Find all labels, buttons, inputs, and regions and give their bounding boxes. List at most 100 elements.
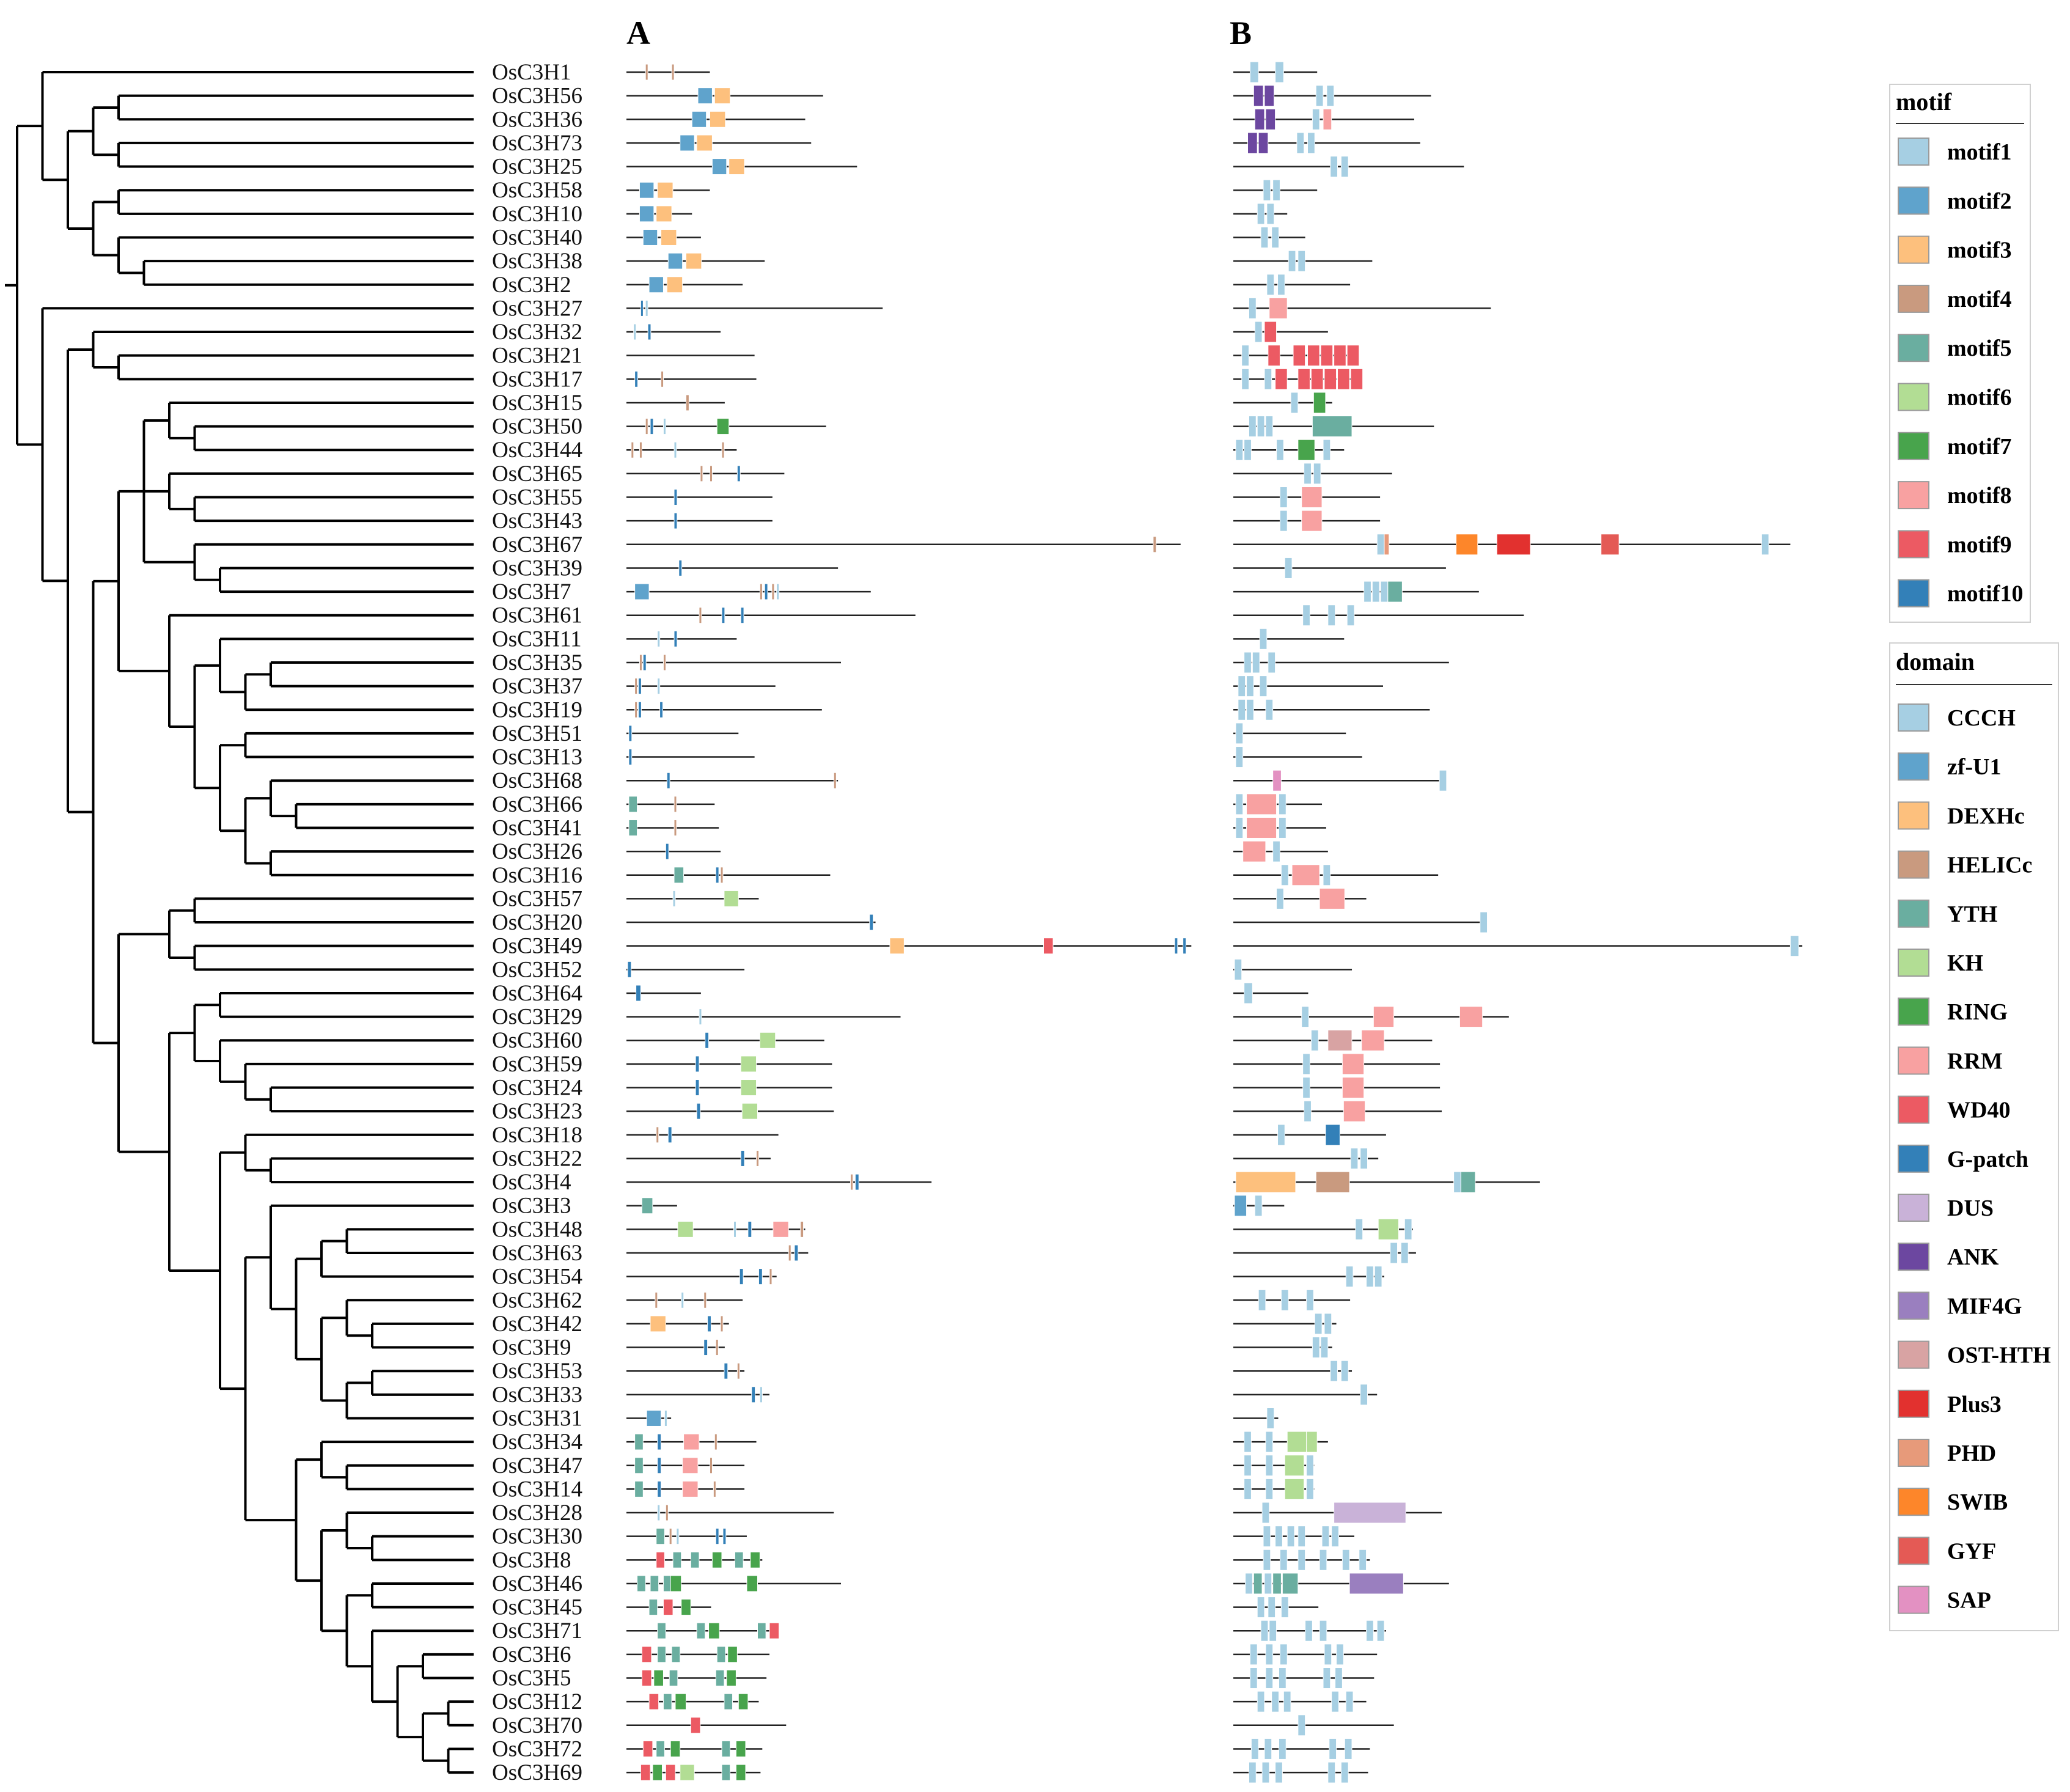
gene-label: OsC3H27 (492, 296, 582, 321)
domain-box-CCCH (1257, 203, 1265, 225)
motif-box-m5 (656, 1740, 665, 1757)
domain-box-CCCH (1323, 439, 1331, 461)
domain-box-CCCH (1290, 392, 1299, 414)
gene-label: OsC3H62 (492, 1288, 582, 1313)
domain-box-YTH (1253, 1573, 1263, 1595)
motif-box-m2 (697, 87, 713, 105)
gene-label: OsC3H36 (492, 107, 582, 132)
domain-box-CCCH (1246, 675, 1254, 697)
domain-box-CCCH (1297, 1526, 1306, 1548)
legend-swatch-OSTHTH (1898, 1340, 1929, 1369)
domain-box-WD40 (1334, 345, 1346, 367)
gene-label: OsC3H50 (492, 414, 582, 439)
motif-box-m6 (741, 1103, 758, 1120)
motif-box-m1 (699, 1008, 702, 1026)
gene-label: OsC3H52 (492, 957, 582, 982)
motif-box-m7 (738, 1693, 749, 1710)
gene-label: OsC3H14 (492, 1477, 582, 1502)
domain-box-CCCH (1271, 226, 1279, 248)
domain-box-CCCH (1307, 132, 1315, 154)
motif-box-m9 (769, 1622, 780, 1639)
domain-box-CCCH (1280, 864, 1289, 886)
domain-box-CCCH (1265, 1643, 1274, 1665)
domain-box-CCCH (1252, 652, 1260, 674)
gene-label: OsC3H39 (492, 556, 582, 581)
domain-box-CCCH (1380, 581, 1389, 603)
motif-box-m8 (682, 1480, 699, 1497)
domain-box-CCCH (1261, 1761, 1270, 1783)
domain-box-CCCH (1761, 534, 1769, 556)
legend-swatch-m9 (1898, 530, 1929, 559)
motif-box-m10 (673, 630, 678, 647)
domain-box-RRM (1341, 1077, 1365, 1099)
gene-label: OsC3H63 (492, 1241, 582, 1266)
domain-box-CCCH (1313, 463, 1321, 485)
motif-box-m7 (735, 1764, 746, 1781)
gene-label: OsC3H11 (492, 626, 582, 652)
domain-box-CCCH (1400, 1242, 1409, 1264)
motif-box-m6 (677, 1221, 694, 1238)
domain-box-RRM (1459, 1006, 1483, 1028)
motif-box-m5 (628, 796, 638, 813)
domain-box-CCCH (1278, 793, 1286, 815)
motif-box-m2 (639, 182, 655, 199)
motif-box-m2 (642, 229, 658, 246)
motif-box-m10 (657, 1433, 662, 1450)
motif-box-m4 (673, 819, 677, 836)
gene-label: OsC3H64 (492, 981, 582, 1006)
domain-box-YTH (1282, 1573, 1299, 1595)
domain-box-CCCH (1275, 1761, 1283, 1783)
domain-box-CCCH (1366, 1620, 1374, 1642)
gene-label: OsC3H26 (492, 839, 582, 864)
motif-box-m4 (714, 1433, 718, 1450)
legend-swatch-m10 (1898, 579, 1929, 608)
gene-label: OsC3H43 (492, 509, 582, 534)
domain-box-CCCH (1235, 439, 1244, 461)
motif-box-m5 (650, 1575, 659, 1592)
gene-label: OsC3H73 (492, 131, 582, 156)
domain-box-CCCH (1345, 1266, 1354, 1288)
motif-box-m9 (642, 1740, 653, 1757)
domain-box-CCCH (1234, 958, 1242, 980)
motif-box-m10 (703, 1339, 708, 1356)
motif-box-m4 (710, 465, 713, 482)
motif-box-m4 (715, 1339, 719, 1356)
legend-label: ANK (1947, 1244, 1999, 1270)
motif-box-m10 (739, 1268, 744, 1285)
domain-box-CCCH (1249, 61, 1259, 83)
gene-label: OsC3H34 (492, 1430, 582, 1455)
domain-box-YTH (1460, 1171, 1476, 1193)
motif-box-m10 (695, 1056, 700, 1073)
domain-box-CCCH (1272, 179, 1280, 201)
gene-label: OsC3H31 (492, 1406, 582, 1431)
domain-box-Gpatch (1325, 1124, 1340, 1146)
domain-box-CCCH (1306, 1289, 1314, 1311)
gene-label: OsC3H10 (492, 202, 582, 227)
legend-label: OST-HTH (1947, 1343, 2051, 1368)
domain-box-CCCH (1244, 1455, 1252, 1477)
gene-label: OsC3H66 (492, 792, 582, 817)
domain-box-CCCH (1360, 1384, 1368, 1406)
motif-box-m10 (724, 1362, 729, 1379)
motif-box-m3 (710, 111, 726, 128)
gene-label: OsC3H24 (492, 1076, 582, 1101)
domain-box-OSTHTH (1327, 1029, 1352, 1051)
domain-box-CCCH (1265, 1478, 1274, 1500)
motif-box-m10 (628, 749, 633, 766)
domain-box-CCCH (1324, 1643, 1332, 1665)
domain-box-WD40 (1293, 345, 1306, 367)
domain-box-WD40 (1320, 345, 1334, 367)
motif-box-m4 (669, 1528, 672, 1545)
motif-box-m9 (641, 1646, 652, 1663)
motif-box-m5 (628, 819, 638, 836)
domain-box-RRM (1319, 887, 1345, 909)
motif-box-m10 (869, 914, 874, 931)
motif-box-m4 (699, 607, 702, 624)
motif-box-m1 (673, 441, 677, 458)
legend-label: PHD (1947, 1441, 1996, 1466)
motif-box-m6 (759, 1032, 776, 1049)
gene-label: OsC3H7 (492, 579, 571, 604)
legend-label: DEXHc (1947, 803, 2025, 829)
domain-box-CCCH (1257, 1596, 1265, 1618)
domain-box-ANK (1253, 85, 1264, 107)
